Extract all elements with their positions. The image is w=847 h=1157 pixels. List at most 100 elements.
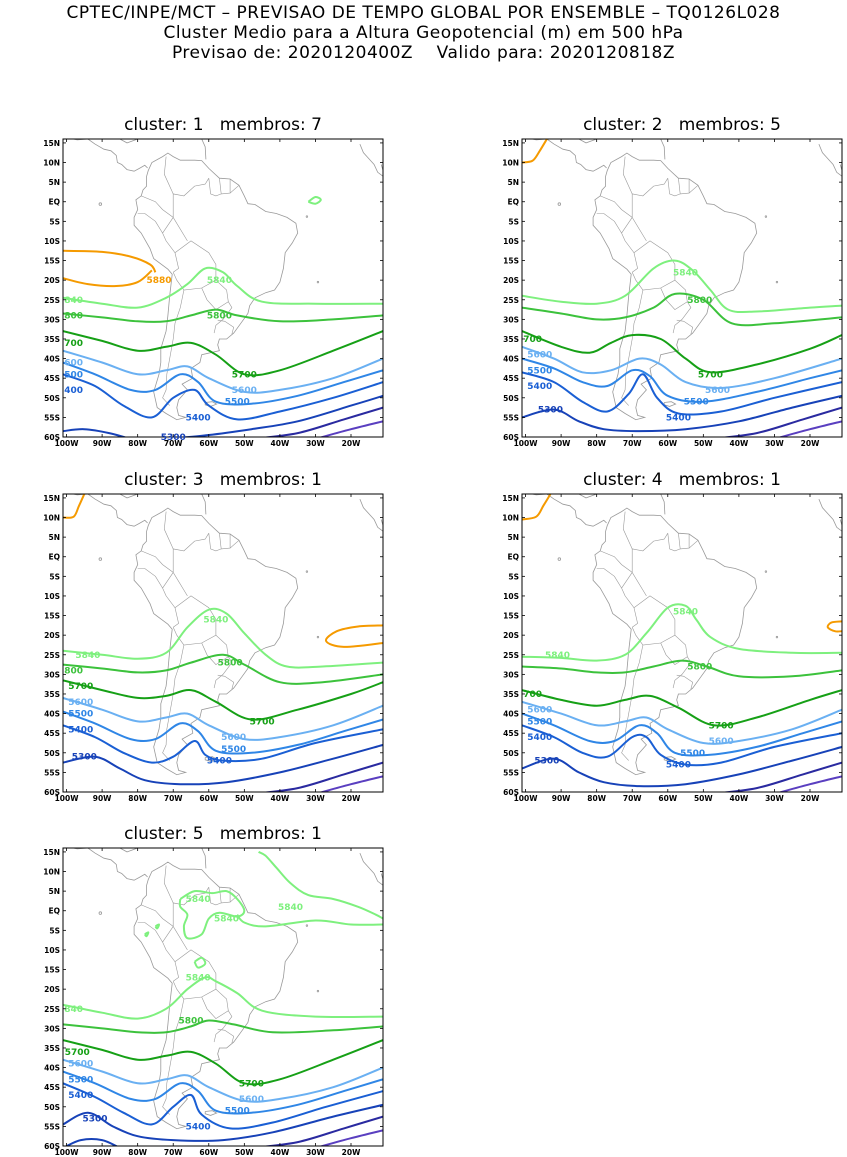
lat-tick-label: 60S <box>44 433 60 442</box>
contour-line <box>63 1082 383 1130</box>
lat-tick-label: 10N <box>502 159 519 168</box>
contours <box>522 139 842 437</box>
lat-tick-label: 60S <box>44 788 60 797</box>
lat-tick-label: 20S <box>44 276 60 285</box>
contour-line <box>522 330 842 374</box>
lon-tick-label: 40W <box>730 794 749 803</box>
contour-label: 5400 <box>527 382 552 392</box>
contour-label: 5600 <box>705 386 730 396</box>
lat-tick-label: 15S <box>503 612 519 621</box>
contour-label: 700 <box>523 690 542 700</box>
contour-line <box>522 345 842 390</box>
contour-label: 5600 <box>232 386 257 396</box>
contour-label: 5840 <box>203 615 228 625</box>
contour-line <box>193 956 207 969</box>
lat-tick-label: 50S <box>44 749 60 758</box>
lat-tick-label: 35S <box>44 335 60 344</box>
contour-labels: 5880 5840 840 5800 800 700 5700 600 5600 500 5500 4… <box>64 276 257 443</box>
lon-tick-label: 90W <box>552 794 571 803</box>
lon-tick-label: 50W <box>694 439 713 448</box>
lon-tick-label: 80W <box>128 794 147 803</box>
lon-tick-label: 20W <box>342 1148 361 1157</box>
lon-tick-label: 30W <box>306 439 325 448</box>
lat-tick-label: 20S <box>503 276 519 285</box>
lat-tick-label: EQ <box>49 907 61 916</box>
contour-label: 5840 <box>545 651 570 661</box>
map-frame <box>521 493 843 793</box>
lon-tick-label: 50W <box>235 439 254 448</box>
contour-line <box>63 607 383 669</box>
contour-line <box>63 349 383 394</box>
contour-line <box>63 1070 383 1115</box>
contour-label: 5500 <box>527 717 552 727</box>
lat-tick-label: 15S <box>44 966 60 975</box>
lat-tick-label: 5N <box>49 887 61 896</box>
longitude-labels: 100W 90W 80W 70W 60W 50W 40W 30W 20W <box>55 139 361 448</box>
contour-line <box>260 761 383 792</box>
contours <box>63 851 383 1146</box>
lat-tick-label: 40S <box>44 710 60 719</box>
lat-tick-label: 30S <box>44 670 60 679</box>
map-panel-cluster-3: cluster: 3 membros: 1 5840 5840 5800 800 570… <box>43 470 384 803</box>
lat-tick-label: 30S <box>503 315 519 324</box>
lat-tick-label: 10N <box>43 868 60 877</box>
contour-line <box>63 679 383 721</box>
lat-tick-label: 15S <box>503 257 519 266</box>
contour-label: 5840 <box>673 608 698 618</box>
lon-tick-label: 60W <box>199 439 218 448</box>
contour-label: 5800 <box>687 663 712 673</box>
lat-tick-label: 45S <box>44 374 60 383</box>
contour-label: 5600 <box>239 1095 264 1105</box>
map-canvas: 5880 5840 840 5800 800 700 5700 600 5600 500 5500 4… <box>43 138 384 448</box>
contour-label: 800 <box>64 311 83 321</box>
latitude-labels: 15N 10N 5N EQ 5S 10S 15S 20S 25S 30S 35S 40S 45S 50S 5… <box>502 139 842 442</box>
lat-tick-label: 40S <box>44 355 60 364</box>
contour-label: 840 <box>64 296 83 306</box>
lat-tick-label: 45S <box>503 729 519 738</box>
map-frame <box>62 138 384 438</box>
contour-line <box>522 700 842 745</box>
contour-line <box>324 624 383 648</box>
lon-tick-label: 50W <box>235 1148 254 1157</box>
contour-label: 5800 <box>687 296 712 306</box>
contour-line <box>522 139 548 164</box>
latitude-labels: 15N 10N 5N EQ 5S 10S 15S 20S 25S 30S 35S 40S 45S 50S 5… <box>43 848 383 1151</box>
contour-line <box>63 361 383 406</box>
lon-tick-label: 90W <box>93 439 112 448</box>
lat-tick-label: 60S <box>44 1142 60 1151</box>
lon-tick-label: 20W <box>801 439 820 448</box>
lat-tick-label: 55S <box>44 1122 60 1131</box>
contour-line <box>522 745 842 788</box>
contour-label: 5800 <box>178 1017 203 1027</box>
contour-labels: 5840584058007005700560056005500550054005… <box>523 608 733 771</box>
contour-label: 5400 <box>666 761 691 771</box>
map-panel-cluster-1: cluster: 1 membros: 7 5880 5840 840 5800 800… <box>43 115 384 448</box>
lat-tick-label: 40S <box>503 710 519 719</box>
lat-tick-label: 5N <box>49 178 61 187</box>
contour-line <box>318 1129 383 1146</box>
contour-line <box>236 914 383 928</box>
lon-tick-label: 70W <box>164 1148 183 1157</box>
contour-line <box>522 724 842 767</box>
lat-tick-label: 30S <box>44 1024 60 1033</box>
longitude-labels: 100W 90W 80W 70W 60W 50W 40W 30W 20W <box>514 494 820 803</box>
lon-tick-label: 80W <box>587 794 606 803</box>
lon-tick-label: 100W <box>55 794 80 803</box>
contour-line <box>64 1138 119 1146</box>
contour-label: 5700 <box>250 717 275 727</box>
contour-label: 5500 <box>527 366 552 376</box>
contour-line <box>63 494 86 519</box>
contour-line <box>522 259 842 314</box>
contour-label: 5400 <box>207 757 232 767</box>
contour-label: 5800 <box>218 659 243 669</box>
contour-label: 5800 <box>207 311 232 321</box>
contour-label: 5500 <box>221 745 246 755</box>
panel-title: cluster: 3 membros: 1 <box>124 470 322 490</box>
latitude-labels: 15N 10N 5N EQ 5S 10S 15S 20S 25S 30S 35S 40S 45S 50S 5… <box>43 139 383 442</box>
contour-label: 5400 <box>68 1091 93 1101</box>
country-borders <box>596 156 699 406</box>
lon-tick-label: 30W <box>306 1148 325 1157</box>
lat-tick-label: 15N <box>43 848 60 857</box>
lat-tick-label: 15N <box>43 139 60 148</box>
contours <box>522 494 842 792</box>
